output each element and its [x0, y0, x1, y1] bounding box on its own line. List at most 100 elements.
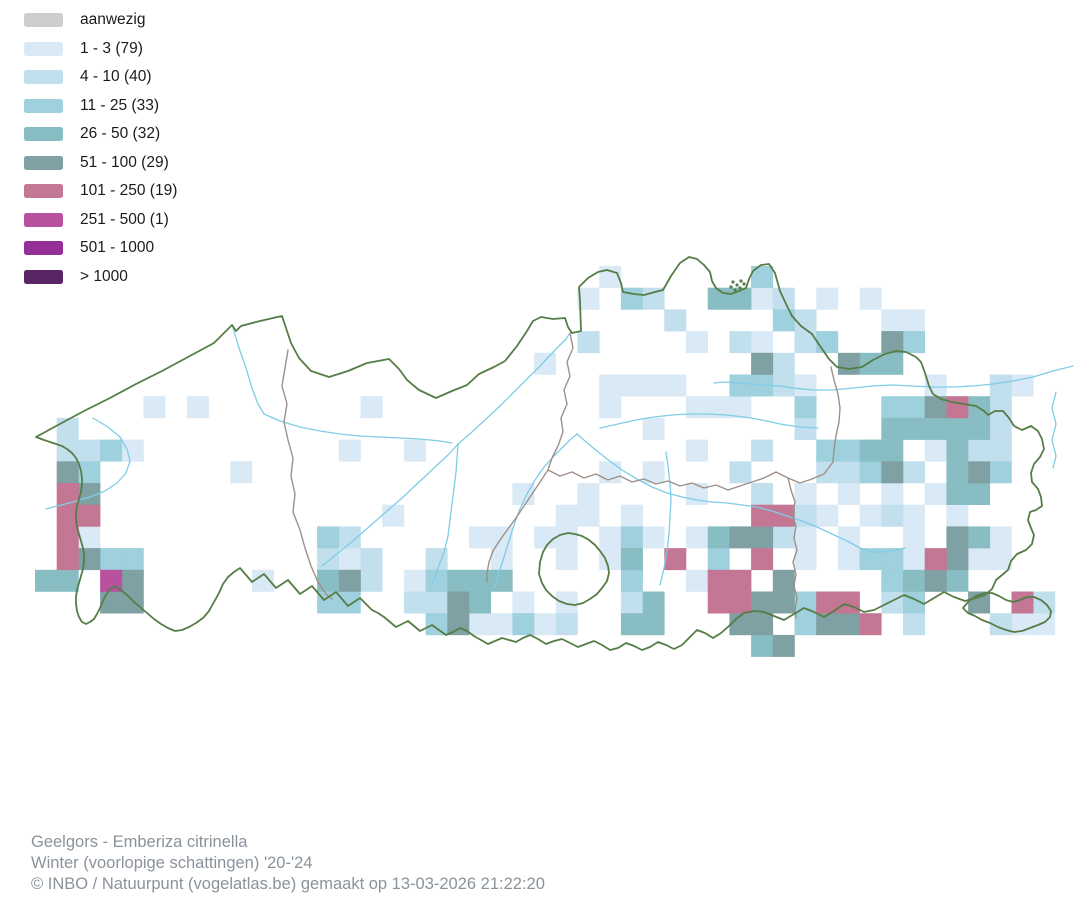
grid-cell [837, 548, 860, 571]
grid-cell [772, 374, 795, 397]
grid-cell [751, 266, 774, 288]
river-nete [599, 413, 819, 429]
grid-cell [989, 439, 1012, 462]
legend-color-swatch [24, 155, 63, 170]
legend-color-swatch [24, 184, 63, 199]
grid-cell [772, 591, 795, 614]
grid-cell [729, 331, 752, 354]
grid-cell [751, 439, 774, 462]
grid-cells-layer [35, 266, 1056, 657]
province-boundary-eastflanders-antwerp [547, 332, 574, 471]
grid-cell [794, 526, 817, 549]
province-boundaries-layer [281, 332, 841, 619]
voeren-border-path [962, 592, 1052, 633]
grid-cell [729, 374, 752, 397]
grid-cell [664, 548, 687, 571]
grid-cell [903, 331, 925, 354]
grid-cell [903, 548, 925, 571]
grid-cell [924, 396, 947, 419]
legend-item-label: aanwezig [80, 11, 146, 29]
grid-cell [1033, 613, 1056, 636]
grid-cell [78, 461, 101, 484]
grid-cell [707, 569, 730, 592]
flanders-border-path [35, 256, 1045, 651]
brussels-border-path [538, 532, 610, 606]
grid-cell [534, 352, 557, 375]
grid-cell [382, 504, 405, 527]
grid-cell [794, 396, 817, 419]
grid-cell [968, 483, 991, 505]
grid-cell [816, 591, 839, 614]
grid-cell [968, 548, 991, 571]
caption-season: Winter (voorlopige schattingen) '20-'24 [31, 854, 313, 872]
grid-cell [555, 526, 578, 549]
heath-dots [729, 279, 746, 292]
grid-cell [903, 526, 925, 549]
grid-cell [729, 591, 752, 614]
legend-color-swatch [24, 13, 63, 28]
province-boundary-eastflanders-brabant [486, 469, 549, 583]
grid-cell [729, 613, 752, 636]
grid-cell [555, 504, 578, 527]
grid-cell [794, 374, 817, 397]
grid-cell [729, 569, 752, 592]
grid-cell [837, 526, 860, 549]
grid-cell [946, 504, 969, 527]
grid-cell [881, 396, 904, 419]
grid-cell [317, 569, 340, 592]
grid-cell [100, 591, 123, 614]
grid-cell [794, 548, 817, 571]
grid-cell [469, 591, 491, 614]
grid-cell [772, 526, 795, 549]
legend-item: 4 - 10 (40) [24, 63, 177, 92]
grid-cell [186, 396, 209, 419]
river-canal-bruges [232, 327, 453, 444]
grid-cell [338, 548, 361, 571]
grid-cell [686, 569, 708, 592]
grid-cell [490, 613, 513, 636]
grid-cell [903, 417, 925, 440]
river-maas-north [713, 365, 1074, 391]
grid-cell [555, 548, 578, 571]
grid-cell [469, 569, 491, 592]
grid-cell [620, 591, 643, 614]
legend-item-label: 101 - 250 (19) [80, 182, 178, 200]
grid-cell [881, 569, 904, 592]
legend-item: 1 - 3 (79) [24, 35, 177, 64]
grid-cell [121, 591, 144, 614]
grid-cell [425, 569, 448, 592]
legend-item-label: 11 - 25 (33) [80, 96, 159, 114]
grid-cell [989, 417, 1012, 440]
grid-cell [620, 504, 643, 527]
grid-cell [924, 374, 947, 397]
map-legend: aanwezig 1 - 3 (79) 4 - 10 (40) 11 - 25 (33… [24, 6, 177, 291]
province-boundary-west-east-flanders [281, 349, 333, 600]
grid-cell [642, 526, 665, 549]
grid-cell [56, 526, 79, 549]
grid-cell [794, 591, 817, 614]
grid-cell [968, 461, 991, 484]
grid-cell [78, 526, 101, 549]
legend-color-swatch [24, 70, 63, 85]
grid-cell [707, 396, 730, 419]
grid-cell [751, 287, 774, 310]
legend-item: aanwezig [24, 6, 177, 35]
legend-item-label: 501 - 1000 [80, 239, 155, 257]
legend-color-swatch [24, 41, 63, 56]
grid-cell [338, 591, 361, 614]
grid-cell [620, 613, 643, 636]
grid-cell [989, 461, 1012, 484]
grid-cell [425, 613, 448, 636]
grid-cell [816, 461, 839, 484]
grid-cell [512, 591, 535, 614]
legend-item: 251 - 500 (1) [24, 206, 177, 235]
legend-color-swatch [24, 127, 63, 142]
grid-cell [946, 569, 969, 592]
grid-cell [751, 548, 774, 571]
grid-cell [56, 569, 79, 592]
grid-cell [599, 548, 622, 571]
grid-cell [946, 548, 969, 571]
legend-item-label: 4 - 10 (40) [80, 68, 152, 86]
grid-cell [686, 396, 708, 419]
grid-cell [816, 613, 839, 636]
